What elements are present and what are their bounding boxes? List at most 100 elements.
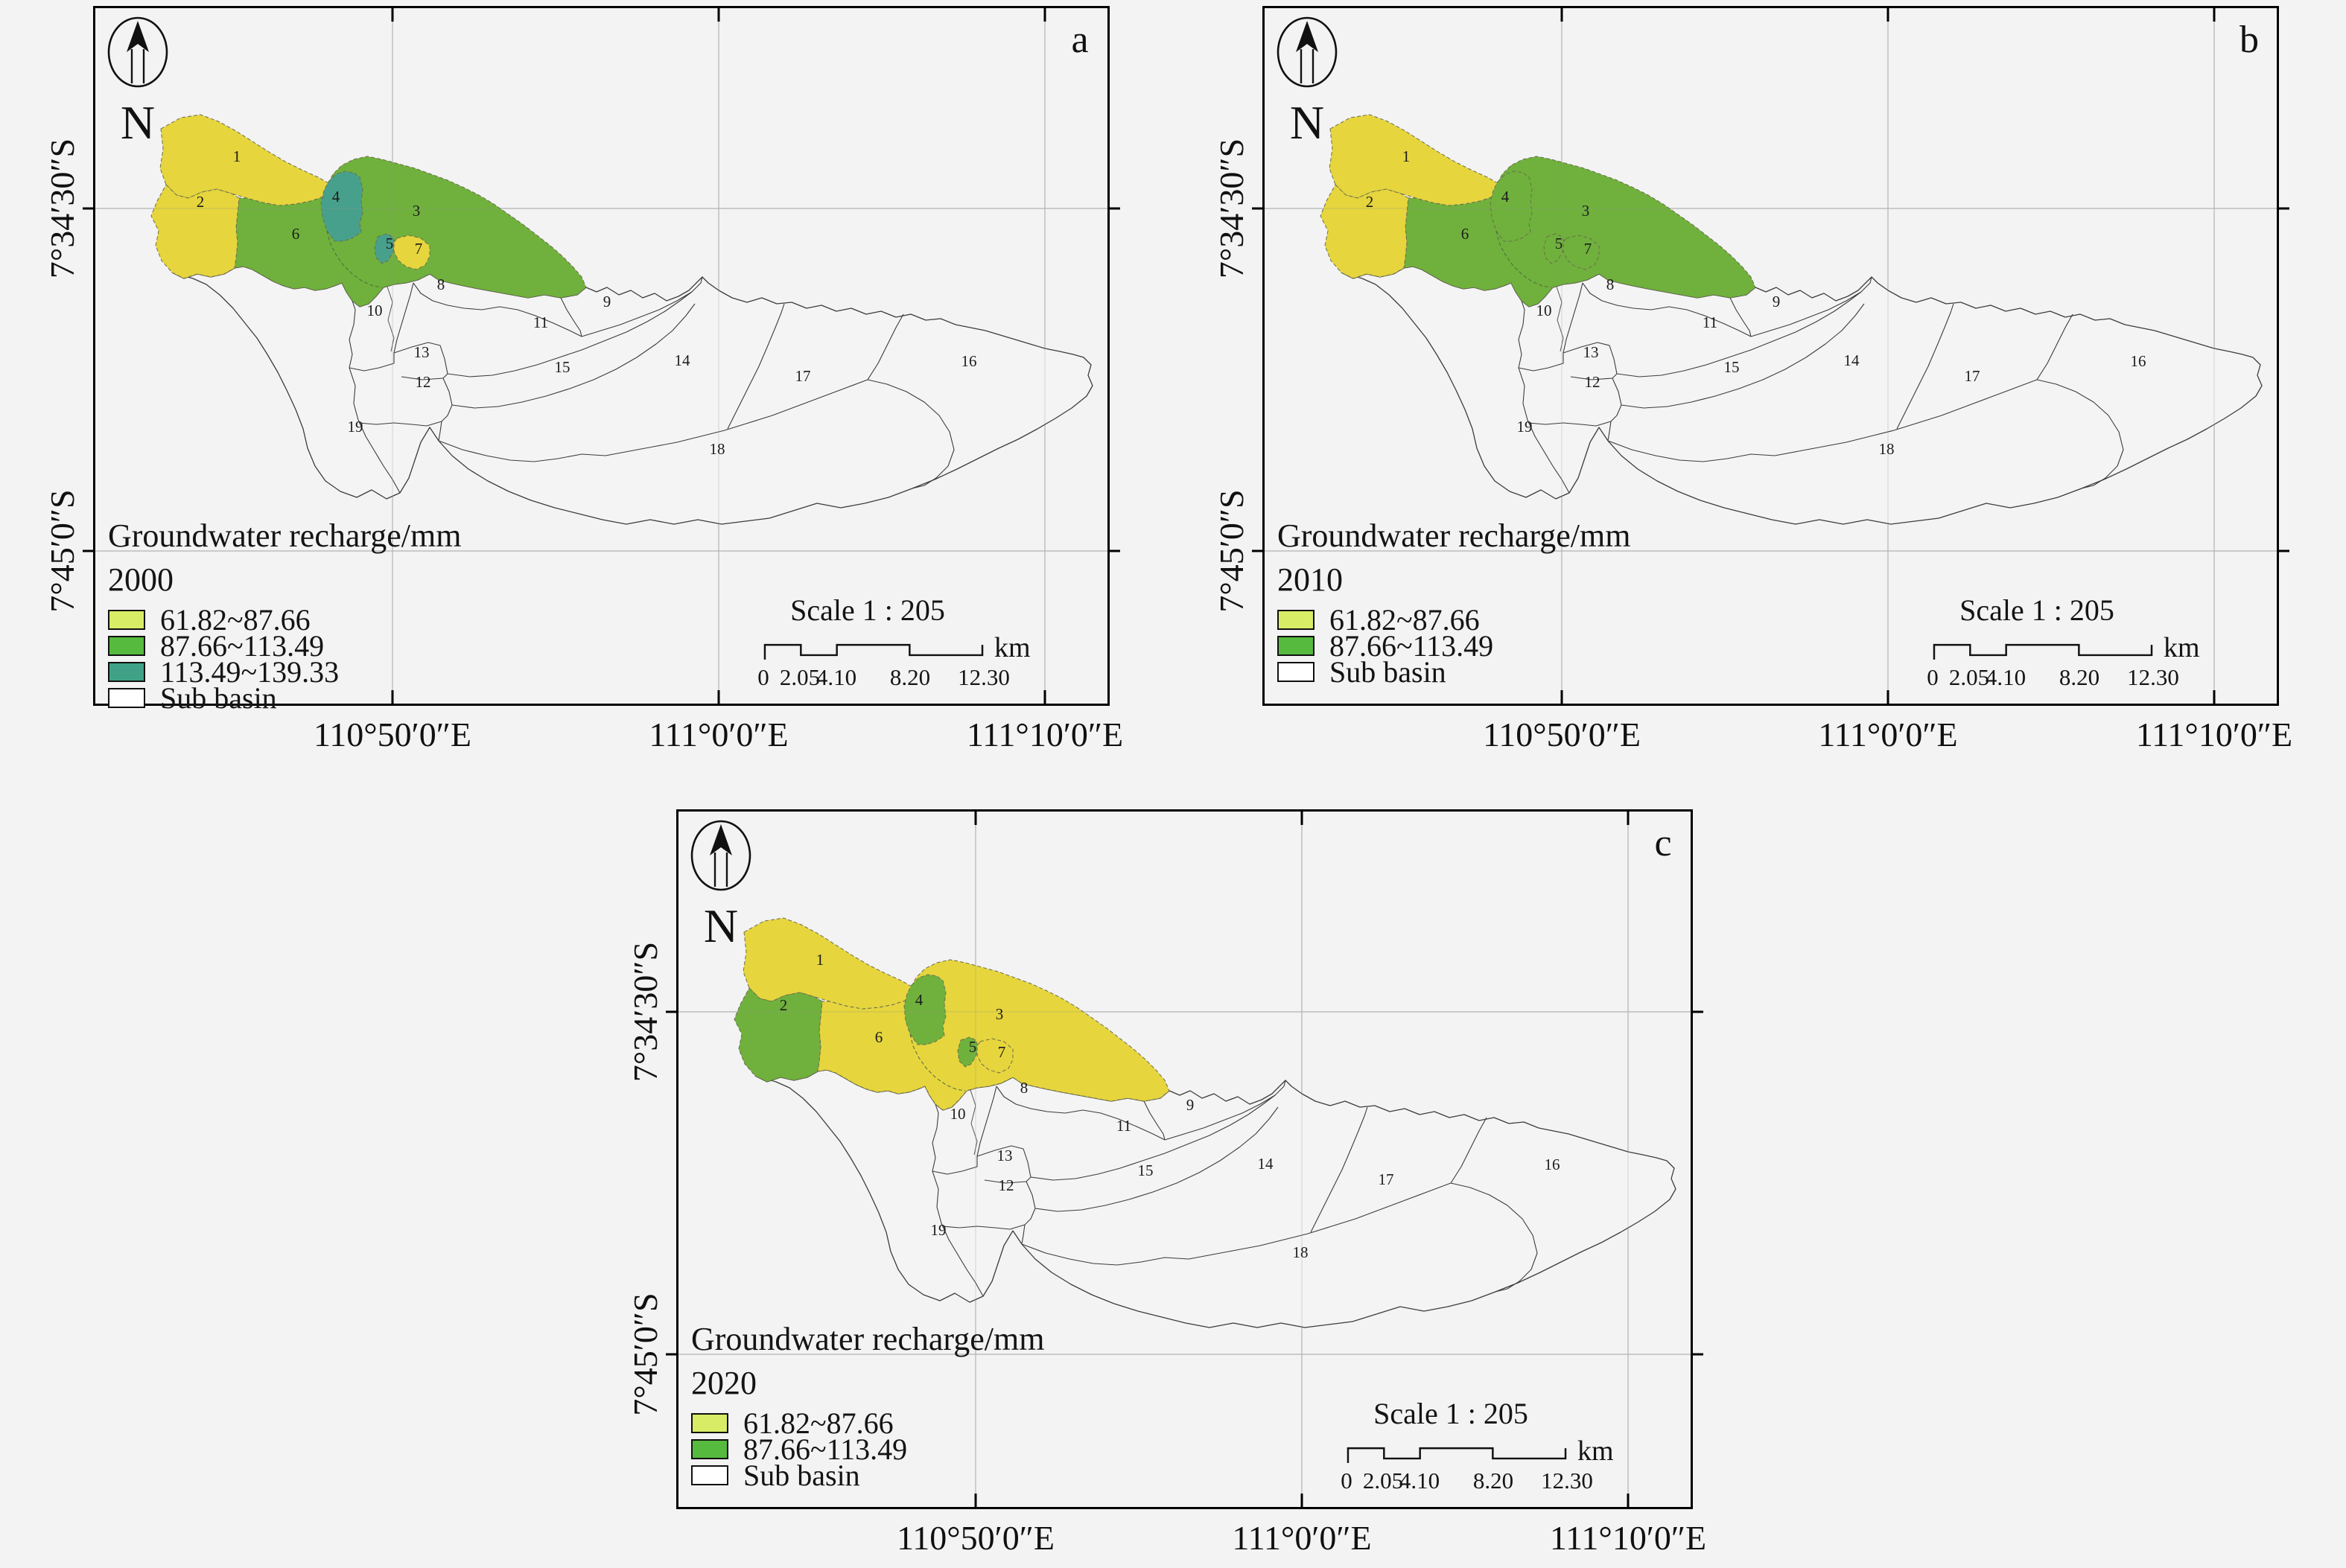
legend-items: 61.82~87.66 87.66~113.49 Sub basin	[691, 1409, 1044, 1491]
basin-3-6-divider	[326, 230, 383, 288]
north-label: N	[121, 96, 155, 149]
scale-tick-label: 8.20	[2059, 664, 2100, 690]
basin-5	[957, 1036, 979, 1068]
map-panel-c: 1 2 3 4 5 6 7 8 9 10 11 12 13 14 15 16 17 18 19 N c Groundw…	[626, 809, 1706, 1557]
basin-number: 6	[875, 1028, 883, 1046]
scale-bar	[1347, 1447, 1567, 1463]
sub-basin-divider	[2036, 313, 2073, 380]
north-label: N	[1290, 96, 1324, 149]
basin-3-6	[817, 959, 1170, 1111]
basin-number: 4	[332, 188, 340, 205]
legend-items: 61.82~87.66 87.66~113.49 113.49~139.33 Sub …	[108, 605, 461, 713]
sub-basin-divider	[349, 367, 401, 494]
basin-3-6	[234, 156, 587, 307]
scale-tick-label: 2.05	[1362, 1467, 1404, 1494]
y-axis-label: 7°34′30″S	[43, 138, 81, 279]
legend-item: 113.49~139.33	[108, 655, 461, 689]
sub-basin-divider	[1164, 1080, 1286, 1141]
basin-number: 10	[1536, 302, 1552, 319]
basin-number: 17	[1965, 367, 1980, 385]
sub-basin-divider	[560, 297, 582, 337]
basin-number: 7	[1584, 240, 1592, 258]
sub-basin-divider	[1896, 303, 1954, 430]
sub-basin-outline	[1341, 266, 2263, 525]
scale-unit-label: km	[2164, 632, 2200, 663]
sub-basin-divider	[984, 1179, 1027, 1184]
sub-basin-divider	[941, 1224, 1026, 1230]
basin-number: 14	[675, 351, 691, 369]
scale-tick-label: 2.05	[779, 664, 821, 690]
legend-swatch	[108, 662, 145, 682]
panel-letter: a	[1071, 19, 1089, 61]
sub-basin-divider	[1310, 1106, 1368, 1233]
basin-3-6-divider	[1495, 230, 1552, 288]
sub-basin-divider	[1030, 1094, 1276, 1181]
basin-7	[976, 1038, 1014, 1074]
scale-tick-label: 0	[1341, 1467, 1352, 1494]
sub-basin-divider	[1450, 1117, 1487, 1184]
basin-number: 11	[1703, 313, 1717, 331]
legend-swatch	[691, 1465, 728, 1485]
sub-basin-divider	[438, 421, 442, 442]
legend-item: 61.82~87.66	[691, 1409, 1044, 1438]
scale-tick-label: 4.10	[1399, 1467, 1440, 1494]
sub-basin-divider	[976, 1086, 997, 1157]
basin-number: 9	[1186, 1096, 1195, 1114]
legend-year: 2000	[108, 561, 174, 598]
legend-swatch	[691, 1413, 728, 1433]
basin-number: 18	[1879, 440, 1895, 458]
basin-number: 7	[998, 1043, 1006, 1061]
scale-box: Scale 1 : 205 km 0 2.05 4.10 8.20 12.30	[1332, 1396, 1613, 1508]
x-axis-label: 110°50′0″E	[1482, 716, 1641, 753]
map-frame	[676, 809, 1693, 1509]
basin-number: 15	[555, 358, 570, 376]
legend-title: Groundwater recharge/mm	[1277, 517, 1631, 554]
sub-basin-divider	[1143, 1100, 1166, 1141]
legend-item-label: 87.66~113.49	[160, 629, 325, 663]
x-axis-label: 111°10′0″E	[1549, 1519, 1707, 1557]
sub-basin-divider	[393, 282, 414, 354]
sub-basin-divider	[1021, 1182, 1538, 1293]
legend-item-label: 87.66~113.49	[743, 1432, 908, 1466]
basin-number: 13	[997, 1147, 1013, 1164]
basin-4	[320, 170, 363, 242]
north-label: N	[704, 899, 738, 952]
basin-number: 19	[1517, 418, 1533, 436]
legend-item: Sub basin	[691, 1461, 1044, 1491]
basin-number: 10	[950, 1105, 966, 1123]
basin-number: 17	[795, 367, 811, 385]
north-arrow-icon: N	[107, 16, 168, 149]
legend-item-label: 87.66~113.49	[1329, 629, 1494, 663]
basin-4	[1490, 170, 1533, 242]
scale-tick-label: 12.30	[958, 664, 1010, 690]
sub-basin-outline	[171, 266, 1093, 525]
x-axis-label: 111°10′0″E	[2135, 716, 2293, 753]
map-panel-a: 1 2 3 4 5 6 7 8 9 10 11 12 13 14 15 16 17 18 19 N a Groundw…	[43, 6, 1123, 753]
basin-3-6-divider	[909, 1033, 966, 1091]
basin-1	[159, 114, 334, 206]
scale-box: Scale 1 : 205 km 0 2.05 4.10 8.20 12.30	[1918, 593, 2199, 704]
legend-swatch	[1277, 662, 1315, 682]
scale-tick-label: 8.20	[1472, 1467, 1514, 1494]
basin-number: 2	[197, 193, 205, 211]
scale-tick-label: 0	[1927, 664, 1939, 690]
basin-number: 1	[233, 147, 241, 165]
x-axis-label: 111°0′0″E	[649, 716, 789, 753]
legend: Groundwater recharge/mm 2010 61.82~87.66…	[1277, 517, 1630, 687]
basin-number: 5	[1555, 235, 1563, 252]
north-arrow-icon: N	[690, 820, 751, 952]
sub-basin-divider	[727, 303, 785, 430]
basin-number: 15	[1138, 1161, 1154, 1179]
sub-basin-divider	[1570, 376, 1613, 380]
basin-number: 8	[1606, 275, 1615, 293]
basin-4	[903, 974, 947, 1045]
legend-item-label: 113.49~139.33	[160, 655, 340, 689]
basin-2	[734, 987, 823, 1083]
scale-numbers: 0 2.05 4.10 8.20 12.30	[1918, 664, 2179, 694]
legend-swatch	[108, 636, 145, 656]
panel-letter: c	[1654, 822, 1672, 864]
sub-basin-divider	[1607, 421, 1612, 442]
sub-basin-divider	[1528, 421, 1612, 427]
